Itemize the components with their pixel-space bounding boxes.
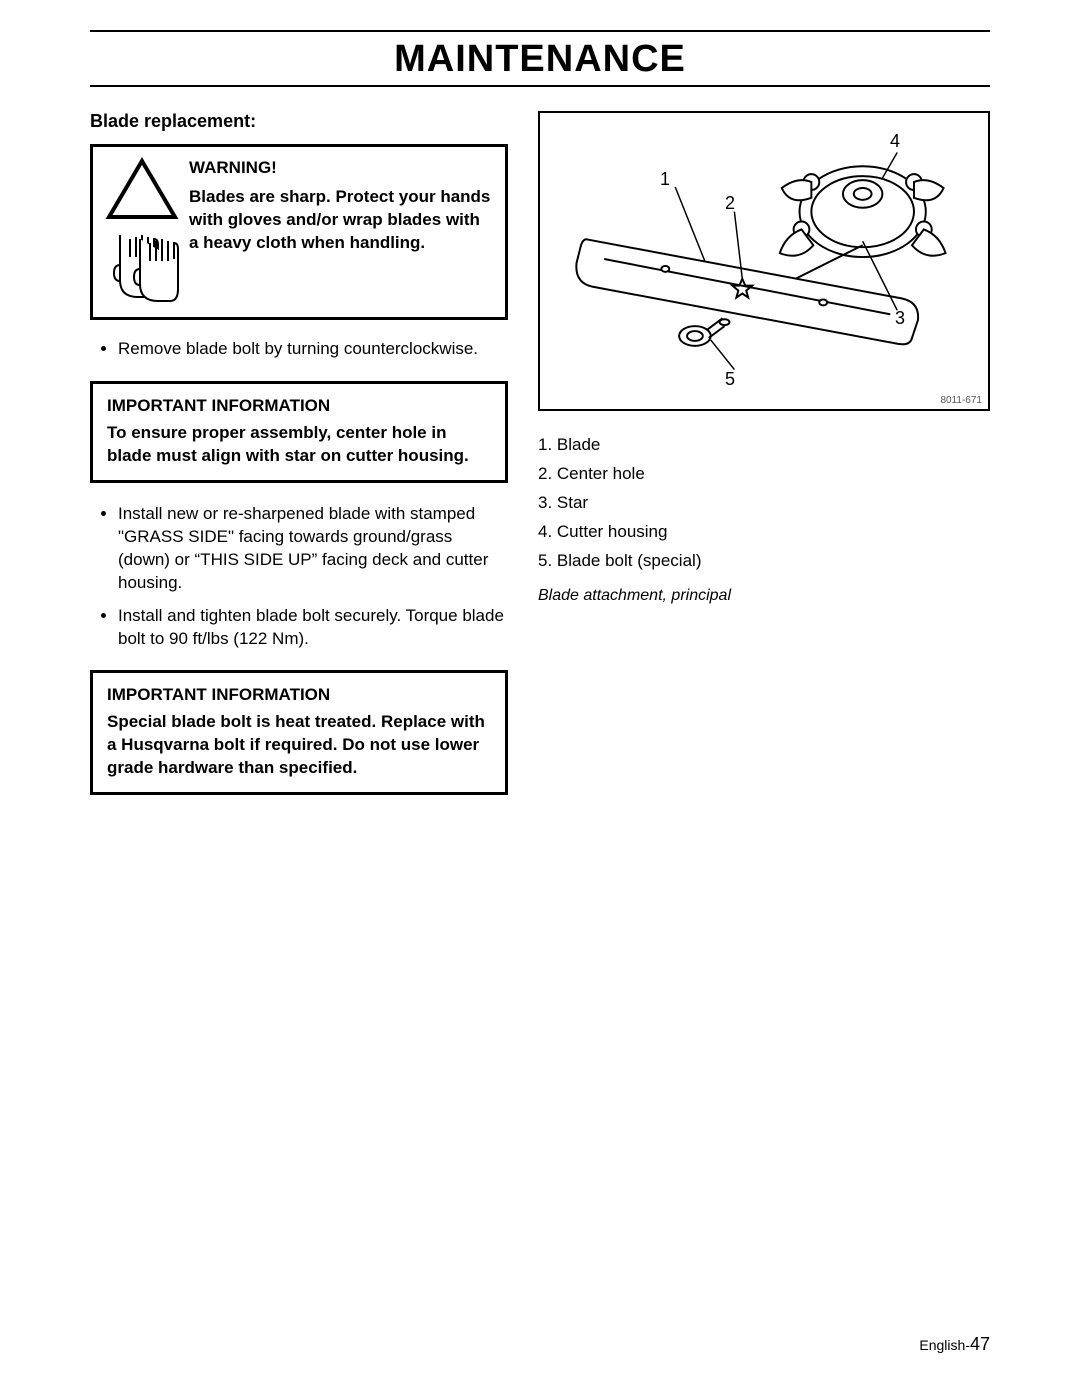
bullets-2: Install new or re-sharpened blade with s… <box>90 503 508 651</box>
legend-item: 5. Blade bolt (special) <box>538 547 990 576</box>
callout-4: 4 <box>890 131 900 152</box>
bullets-1: Remove blade bolt by turning countercloc… <box>90 338 508 361</box>
callout-3: 3 <box>895 308 905 329</box>
important-body: Special blade bolt is heat treated. Repl… <box>107 711 491 780</box>
legend-item: 2. Center hole <box>538 460 990 489</box>
left-column: Blade replacement: <box>90 111 508 815</box>
important-label: IMPORTANT INFORMATION <box>107 685 491 705</box>
legend-item: 3. Star <box>538 489 990 518</box>
section-heading: Blade replacement: <box>90 111 508 132</box>
legend-item: 4. Cutter housing <box>538 518 990 547</box>
page-number: English-47 <box>919 1334 990 1355</box>
lang-label: English- <box>919 1337 970 1353</box>
page: MAINTENANCE Blade replacement: <box>0 0 1080 1397</box>
figure-box: 1 2 3 4 5 8011-671 <box>538 111 990 411</box>
page-no: 47 <box>970 1334 990 1354</box>
list-item: Install and tighten blade bolt securely.… <box>118 605 508 651</box>
callout-1: 1 <box>660 169 670 190</box>
important-label: IMPORTANT INFORMATION <box>107 396 491 416</box>
list-item: Install new or re-sharpened blade with s… <box>118 503 508 595</box>
right-column: 1 2 3 4 5 8011-671 1. Blade 2. Center ho… <box>538 111 990 815</box>
figure-caption: Blade attachment, principal <box>538 587 990 605</box>
legend-item: 1. Blade <box>538 431 990 460</box>
figure-legend: 1. Blade 2. Center hole 3. Star 4. Cutte… <box>538 431 990 575</box>
warning-label: WARNING! <box>189 157 493 180</box>
page-title: MAINTENANCE <box>90 38 990 81</box>
callout-2: 2 <box>725 193 735 214</box>
callout-5: 5 <box>725 369 735 390</box>
warning-icons <box>105 157 179 307</box>
rule-top <box>90 30 990 32</box>
figure-ref: 8011-671 <box>940 395 982 406</box>
important-box-2: IMPORTANT INFORMATION Special blade bolt… <box>90 670 508 795</box>
list-item: Remove blade bolt by turning countercloc… <box>118 338 508 361</box>
triangle-gloves-icon <box>105 157 179 307</box>
warning-box: WARNING! Blades are sharp. Protect your … <box>90 144 508 320</box>
columns: Blade replacement: <box>90 111 990 815</box>
important-box-1: IMPORTANT INFORMATION To ensure proper a… <box>90 381 508 483</box>
warning-body: Blades are sharp. Protect your hands wit… <box>189 186 493 255</box>
blade-assembly-illustration <box>540 113 988 409</box>
warning-text: WARNING! Blades are sharp. Protect your … <box>189 157 493 255</box>
rule-bottom <box>90 85 990 87</box>
important-body: To ensure proper assembly, center hole i… <box>107 422 491 468</box>
